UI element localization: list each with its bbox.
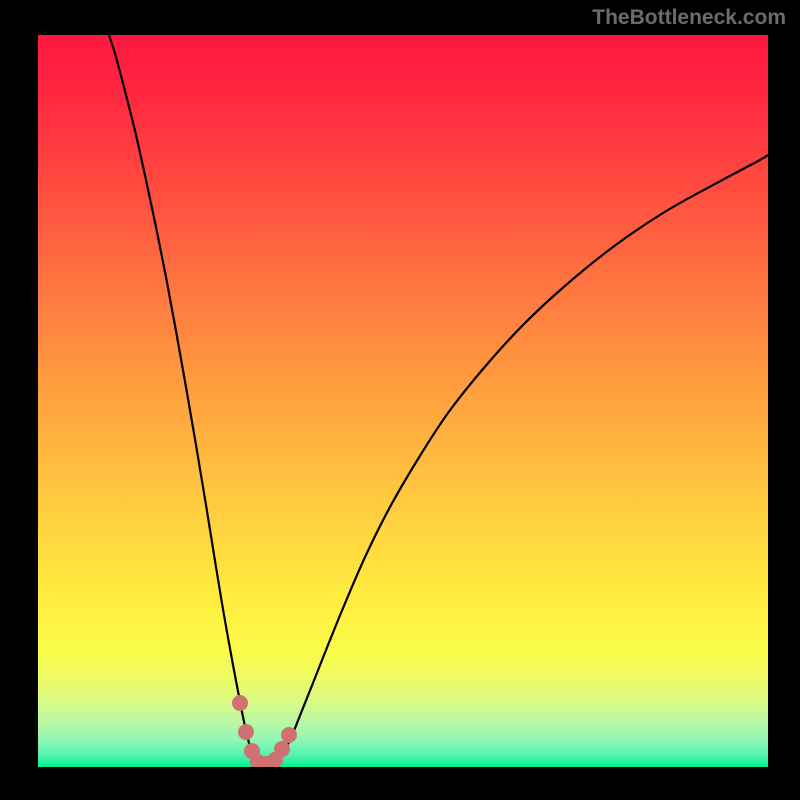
chart-container: { "watermark": { "text": "TheBottleneck.… — [0, 0, 800, 800]
watermark-text: TheBottleneck.com — [592, 6, 786, 30]
marker-dot — [239, 725, 253, 739]
plot-area — [38, 35, 768, 767]
curve-layer — [38, 35, 768, 767]
marker-dot — [282, 728, 296, 742]
marker-dot — [275, 742, 289, 756]
marker-group — [233, 696, 296, 767]
bottleneck-curve — [109, 35, 768, 765]
marker-dot — [233, 696, 247, 710]
